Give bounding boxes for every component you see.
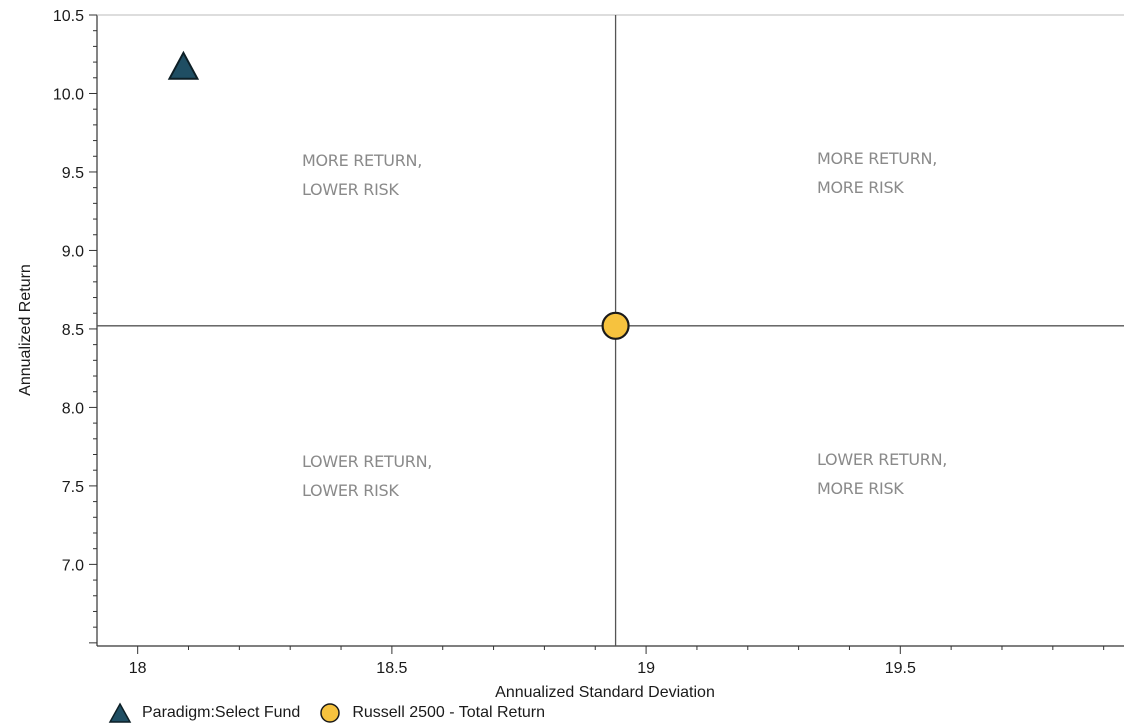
data-marks: [167, 50, 630, 340]
quadrant-label-top-right: MORE RISK: [817, 178, 904, 197]
y-tick-label: 7.0: [62, 557, 84, 574]
legend-label-fund: Paradigm:Select Fund: [142, 704, 301, 721]
quadrant-label-bottom-right: MORE RISK: [817, 479, 904, 498]
benchmark-point: [601, 311, 630, 340]
y-tick-label: 7.5: [62, 479, 84, 496]
x-tick-label: 19.5: [885, 660, 916, 677]
quadrant-labels: MORE RETURN, LOWER RISK MORE RETURN, MORE R…: [302, 149, 947, 500]
y-tick-label: 9.5: [62, 165, 84, 182]
y-tick-label: 10.0: [53, 86, 84, 103]
minor-ticks: [89, 14, 1105, 654]
x-tick-label: 19: [637, 660, 655, 677]
quadrant-label-bottom-left: LOWER RETURN,: [302, 452, 432, 471]
quadrant-label-bottom-left: LOWER RISK: [302, 481, 399, 500]
axes: [96, 14, 1124, 647]
y-tick-label: 10.5: [53, 8, 84, 25]
legend-label-index: Russell 2500 - Total Return: [352, 704, 546, 721]
y-tick-label: 8.0: [62, 400, 84, 417]
legend: Paradigm:Select Fund Russell 2500 - Tota…: [108, 701, 563, 725]
legend-item-fund: Paradigm:Select Fund: [108, 702, 300, 724]
y-tick-label: 9.0: [62, 243, 84, 260]
legend-item-index: Russell 2500 - Total Return: [318, 702, 545, 724]
quadrant-label-top-left: MORE RETURN,: [302, 151, 422, 170]
x-axis-title: Annualized Standard Deviation: [495, 684, 715, 701]
tick-labels: 7.0 7.5 8.0 8.5 9.0 9.5 10.0 10.5 18 18.5 19 19.5: [53, 8, 916, 677]
x-tick-label: 18.5: [376, 660, 407, 677]
circle-marker-icon: [320, 703, 341, 723]
y-axis-title: Annualized Return: [17, 264, 34, 396]
quadrant-label-top-left: LOWER RISK: [302, 180, 399, 199]
triangle-marker-icon: [108, 702, 132, 723]
y-tick-label: 8.5: [62, 322, 84, 339]
quadrant-label-top-right: MORE RETURN,: [817, 149, 937, 168]
x-tick-label: 18: [129, 660, 147, 677]
quadrant-label-bottom-right: LOWER RETURN,: [817, 450, 947, 469]
fund-point: [167, 50, 200, 80]
